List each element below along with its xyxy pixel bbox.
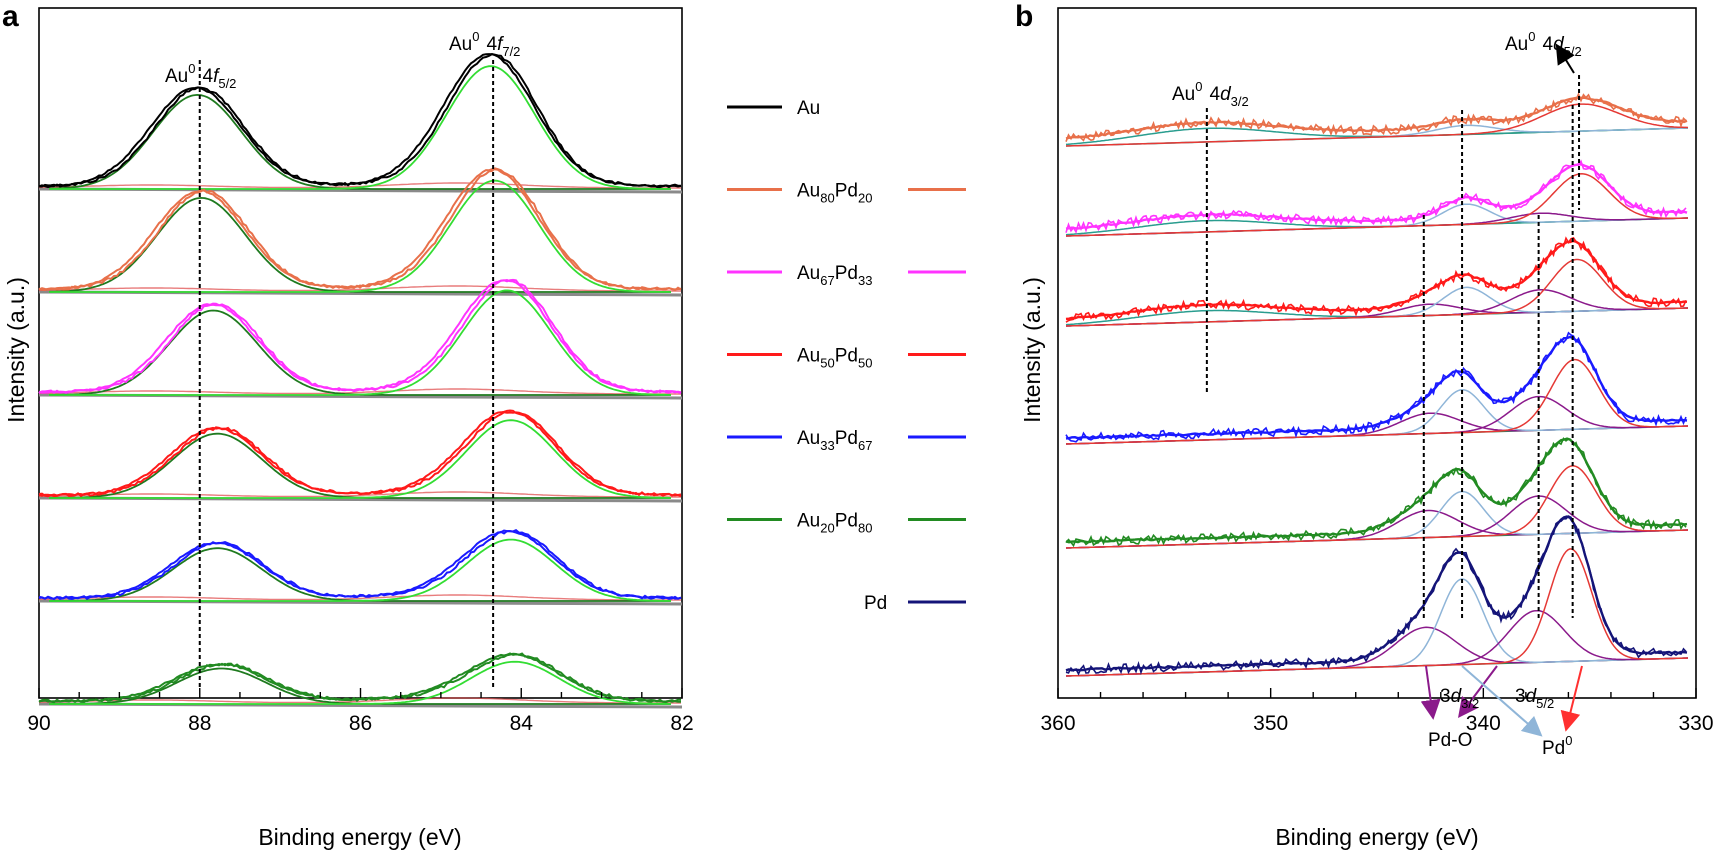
panel-a-letter: a [2,0,19,33]
b-peak-label-4d52: Au0 4d5/2 [1505,29,1582,59]
b-spectrum-pd-envelope [1065,515,1688,672]
b-peak-label-4d32: Au0 4d3/2 [1172,79,1249,109]
b-fit-peak-5-au50pd50 [1065,258,1689,327]
a-fit-peak-2-au33pd67 [49,538,671,602]
b-spectrum-au80pd20-raw [1065,91,1687,142]
panel-a-x-axis-label: Binding energy (eV) [258,824,461,850]
b-series-au67pd33 [1065,159,1689,237]
b-fit-peak-4-au20pd80 [1065,465,1689,549]
legend-entry-au80pd20: Au80Pd20 [727,181,966,206]
a-series-au50pd50 [38,409,683,503]
b-arrow-pd0-3d52 [1560,665,1583,732]
b-tick-label-360: 360 [1040,712,1075,735]
b-spectrum-au67pd33-envelope [1065,162,1688,230]
b-arrow-pd0-3d32 [1461,665,1543,737]
b-spectrum-au50pd50-envelope [1065,239,1688,321]
a-tick-label-86: 86 [349,712,372,735]
a-spectrum-au33pd67-raw [38,529,682,601]
a-spectrum-au50pd50-raw [38,411,682,498]
b-label-pdo: Pd-O [1428,730,1472,751]
b-arrow-pdo-3d52 [1458,665,1498,718]
a-spectrum-au20pd80-envelope [38,652,681,703]
legend-label-pd: Pd [864,593,887,614]
a-series-au [38,53,683,194]
a-minor-component-au50pd50 [38,491,681,498]
panel-a-y-axis-label: Intensity (a.u.) [3,277,29,423]
b-fit-peak-4-au67pd33 [1065,173,1688,237]
a-fit-peak-2-au80pd20 [49,179,671,293]
a-spectrum-au-envelope [39,53,682,188]
b-tick-label-330: 330 [1678,712,1713,735]
b-fit-peak-3-au80pd20 [1065,103,1689,147]
b-series-au80pd20 [1065,91,1689,147]
legend-entry-au: Au [727,98,820,119]
legend-entry-au33pd67: Au33Pd67 [727,428,966,453]
a-fit-peak-2-au50pd50 [49,419,671,499]
legend-entry-au20pd80: Au20Pd80 [727,511,966,536]
b-spectrum-au33pd67-envelope [1065,335,1688,440]
legend: Au Au80Pd20 Au67Pd33 Au50Pd50 Au33Pd67 Au20Pd… [727,98,966,614]
legend-label-au: Au [797,98,820,119]
a-spectrum-au80pd20-envelope [38,168,682,291]
panel-b-letter: b [1015,0,1033,33]
legend-entry-au50pd50: Au50Pd50 [727,346,966,371]
b-series-pd [1065,515,1689,677]
legend-label-au33pd67: Au33Pd67 [797,428,872,453]
panel-b-frame [1057,7,1697,699]
b-fit-peak-4-pd [1065,548,1689,677]
a-tick-label-82: 82 [670,712,693,735]
b-spectrum-au80pd20-envelope [1065,96,1688,140]
b-label-pd0: Pd0 [1542,733,1572,759]
panel-a-x-ticks: 90 88 86 84 82 [27,688,694,735]
legend-label-au67pd33: Au67Pd33 [797,263,872,288]
b-tick-label-350: 350 [1253,712,1288,735]
a-fit-peak-2-au67pd33 [49,289,671,396]
a-minor-component-au [38,182,681,189]
a-minor-component-au20pd80 [38,697,681,704]
panel-b-y-axis-label: Intensity (a.u.) [1019,277,1045,423]
a-spectrum-au80pd20-raw [38,167,682,292]
legend-entry-pd: Pd [864,593,966,614]
a-minor-component-au33pd67 [38,594,681,601]
a-tick-label-84: 84 [510,712,534,735]
a-minor-component-au67pd33 [38,388,681,395]
a-minor-component-au80pd20 [38,285,681,292]
a-fit-peak-1-au [48,93,671,190]
a-spectrum-au50pd50-envelope [38,409,682,497]
b-label-3d32: 3d3/2 [1440,686,1479,711]
b-series-au33pd67 [1065,331,1689,445]
a-series-au80pd20 [38,167,683,297]
a-series-au33pd67 [38,529,683,606]
b-label-3d52: 3d5/2 [1515,686,1554,711]
panel-a-reference-lines [198,60,495,688]
a-series-au20pd80 [38,652,683,709]
legend-label-au80pd20: Au80Pd20 [797,181,872,206]
legend-entry-au67pd33: Au67Pd33 [727,263,966,288]
b-arrow-pdo-3d32 [1420,665,1441,720]
b-spectrum-au20pd80-envelope [1065,437,1688,544]
legend-label-au20pd80: Au20Pd80 [797,511,872,536]
panel-b-x-axis-label: Binding energy (eV) [1275,824,1478,850]
panel-a-spectra [38,53,683,709]
a-fit-peak-1-au67pd33 [49,309,671,396]
panel-b-spectra [1065,91,1689,677]
b-series-au50pd50 [1065,236,1689,327]
a-tick-label-88: 88 [188,712,211,735]
b-fit-peak-4-au33pd67 [1065,358,1689,445]
a-tick-label-90: 90 [27,712,50,735]
b-series-au20pd80 [1065,437,1689,549]
panel-b-reference-lines [1205,75,1581,618]
a-spectrum-au67pd33-envelope [38,278,682,394]
a-spectrum-au33pd67-envelope [38,529,682,600]
a-series-au67pd33 [38,278,683,400]
b-spectrum-au20pd80-raw [1065,437,1687,548]
a-spectrum-au-raw [38,53,681,189]
a-fit-peak-2-au20pd80 [49,660,671,705]
a-fit-peak-2-au [49,65,671,190]
panel-b-x-ticks: 360 350 340 330 [1040,688,1714,735]
b-arrow-4d52 [1555,43,1575,74]
legend-label-au50pd50: Au50Pd50 [797,346,872,371]
